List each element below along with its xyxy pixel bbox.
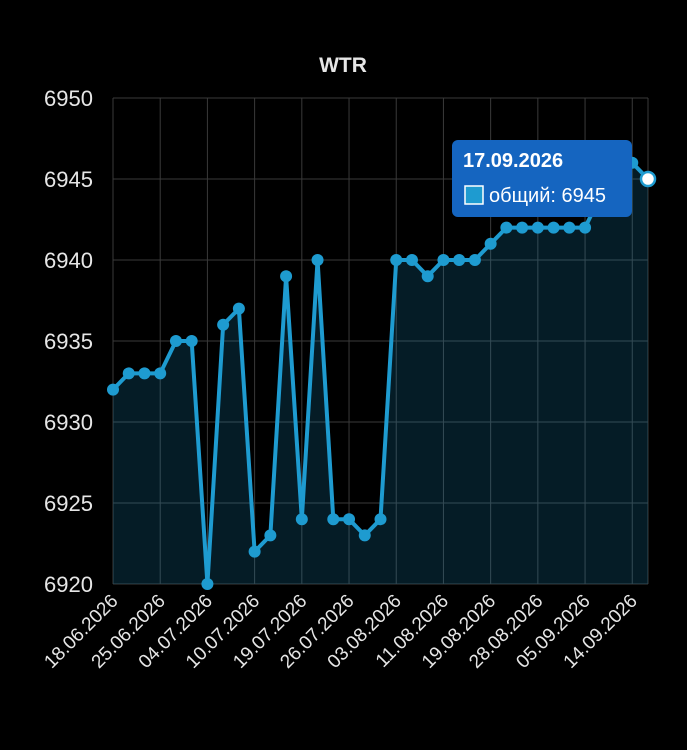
point xyxy=(484,237,497,250)
point xyxy=(421,270,434,283)
point xyxy=(405,254,418,266)
point xyxy=(311,254,324,266)
point xyxy=(232,302,245,315)
point xyxy=(358,529,371,542)
point xyxy=(453,254,466,266)
point xyxy=(343,513,356,526)
y-tick-label: 6930 xyxy=(44,410,93,435)
y-tick-label: 6925 xyxy=(44,491,93,516)
point xyxy=(579,221,592,234)
point xyxy=(122,367,135,380)
point xyxy=(437,254,450,266)
point xyxy=(500,221,513,234)
chart-title: WTR xyxy=(319,54,367,77)
point xyxy=(248,545,261,558)
y-tick-label: 6940 xyxy=(44,248,93,273)
point xyxy=(107,383,119,396)
point xyxy=(563,221,576,234)
point xyxy=(516,221,529,234)
point xyxy=(154,367,167,380)
point xyxy=(531,221,544,234)
y-tick-label: 6920 xyxy=(44,572,93,597)
point xyxy=(264,529,277,542)
point xyxy=(468,254,481,266)
point xyxy=(280,270,293,283)
point xyxy=(327,513,340,526)
point xyxy=(217,318,230,331)
tooltip-title: 17.09.2026 xyxy=(463,150,563,172)
point xyxy=(390,254,403,266)
point xyxy=(639,170,657,188)
y-tick-label: 6935 xyxy=(44,329,93,354)
point xyxy=(138,367,151,380)
area xyxy=(113,162,648,585)
tooltip: 17.09.2026 общий: 6945 xyxy=(452,140,632,217)
y-tick-label: 6945 xyxy=(44,167,93,192)
tooltip-swatch xyxy=(464,185,484,205)
tooltip-text: общий: 6945 xyxy=(489,185,606,207)
point xyxy=(374,513,387,526)
point xyxy=(169,335,182,347)
point xyxy=(547,221,560,234)
tooltip-box xyxy=(452,140,632,217)
y-tick-label: 6950 xyxy=(44,86,93,111)
point xyxy=(185,335,198,347)
point xyxy=(295,513,308,526)
point xyxy=(201,578,214,590)
